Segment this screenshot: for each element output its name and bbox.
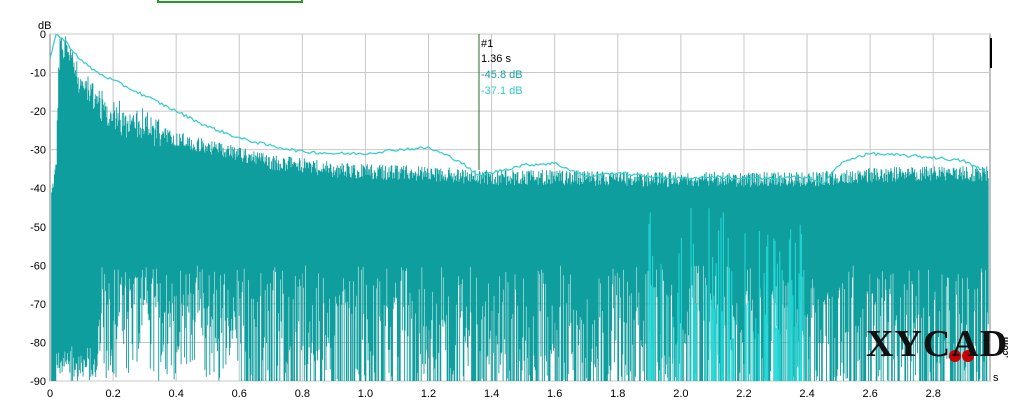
envelope-series-line — [49, 33, 987, 185]
x-tick-label: 1.2 — [421, 388, 436, 400]
y-tick-label: -50 — [30, 222, 46, 234]
watermark-dot-2 — [962, 350, 974, 362]
cursor-value-1: -45.8 dB — [481, 69, 523, 81]
y-tick-label: -60 — [30, 260, 46, 272]
waveform-dropout-strokes — [648, 207, 811, 381]
watermark-logo: XYCAD .com — [866, 323, 1010, 365]
y-axis-tick-labels: 0 -10 -20 -30 -40 -50 -60 -70 -80 -90 — [30, 29, 46, 388]
x-tick-label: 1.0 — [358, 388, 373, 400]
cursor-time: 1.36 s — [481, 53, 511, 65]
watermark-text: XYCAD — [866, 323, 1008, 365]
y-tick-label: -70 — [30, 299, 46, 311]
y-tick-label: -20 — [30, 106, 46, 118]
x-tick-label: 2.4 — [799, 388, 814, 400]
y-tick-label: 0 — [40, 29, 46, 41]
x-tick-label: 0.8 — [295, 388, 310, 400]
cursor-label: #1 — [481, 38, 493, 50]
x-axis-label: s — [993, 372, 999, 384]
x-tick-label: 2.2 — [736, 388, 751, 400]
x-tick-label: 0.6 — [232, 388, 247, 400]
x-tick-label: 2.0 — [673, 388, 688, 400]
y-tick-label: -10 — [30, 68, 46, 80]
x-tick-label: 0 — [47, 388, 53, 400]
watermark-suffix: .com — [1000, 337, 1010, 358]
x-tick-label: 1.8 — [610, 388, 625, 400]
x-tick-label: 1.6 — [547, 388, 562, 400]
toolbar-remnant — [157, 0, 303, 3]
x-tick-label: 1.4 — [484, 388, 499, 400]
y-tick-label: -90 — [30, 376, 46, 388]
x-tick-label: 2.6 — [862, 388, 877, 400]
y-tick-label: -40 — [30, 183, 46, 195]
y-tick-label: -80 — [30, 337, 46, 349]
x-tick-label: 0.4 — [169, 388, 184, 400]
waveform-deep-dropouts — [648, 207, 811, 381]
x-tick-label: 0.2 — [105, 388, 120, 400]
x-tick-label: 2.8 — [926, 388, 941, 400]
x-axis-tick-labels: 0 0.2 0.4 0.6 0.8 1.0 1.2 1.4 1.6 1.8 2.0 2.2 2.4 2.6… — [47, 388, 941, 400]
watermark-dot-1 — [949, 350, 961, 362]
cursor-value-2: -37.1 dB — [481, 85, 523, 97]
y-tick-label: -30 — [30, 145, 46, 157]
y-axis-label: dB — [38, 20, 51, 32]
